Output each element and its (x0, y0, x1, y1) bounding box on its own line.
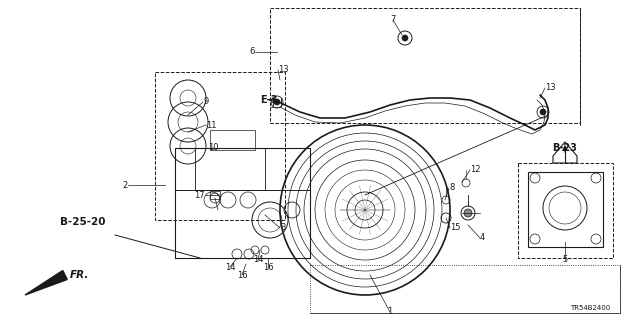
Text: 1: 1 (387, 308, 392, 316)
Text: 4: 4 (480, 234, 485, 242)
Text: 2: 2 (123, 181, 128, 189)
Text: B-23: B-23 (552, 143, 577, 153)
Text: 3: 3 (280, 224, 285, 233)
Bar (310, 265, 620, 313)
Text: TR54B2400: TR54B2400 (570, 305, 610, 311)
Text: 14: 14 (253, 256, 263, 264)
Text: 14: 14 (225, 263, 236, 271)
Text: 8: 8 (449, 183, 454, 192)
Text: B-25-20: B-25-20 (60, 217, 106, 227)
Bar (528, 172, 603, 247)
Circle shape (540, 109, 546, 115)
Bar (210, 191, 220, 199)
Text: 15: 15 (450, 224, 461, 233)
Text: 16: 16 (237, 271, 247, 279)
Circle shape (464, 209, 472, 217)
Bar (175, 190, 310, 258)
Text: 16: 16 (262, 263, 273, 272)
Bar (175, 148, 310, 258)
Text: 6: 6 (250, 48, 255, 56)
Circle shape (402, 35, 408, 41)
Text: 17: 17 (195, 190, 205, 199)
Text: 13: 13 (278, 65, 289, 75)
Text: FR.: FR. (70, 270, 90, 280)
Bar (518, 163, 613, 258)
Bar (195, 148, 265, 190)
Text: 11: 11 (206, 121, 216, 130)
Text: 13: 13 (545, 84, 556, 93)
Bar (155, 72, 285, 220)
Text: 5: 5 (563, 256, 568, 264)
Text: 10: 10 (208, 144, 218, 152)
Text: 7: 7 (390, 16, 396, 25)
Text: 9: 9 (203, 98, 208, 107)
Polygon shape (25, 271, 67, 295)
Text: E-3: E-3 (260, 95, 277, 105)
Circle shape (274, 99, 280, 105)
Text: 12: 12 (470, 166, 481, 174)
Bar (270, 8, 580, 123)
Bar (210, 130, 255, 150)
